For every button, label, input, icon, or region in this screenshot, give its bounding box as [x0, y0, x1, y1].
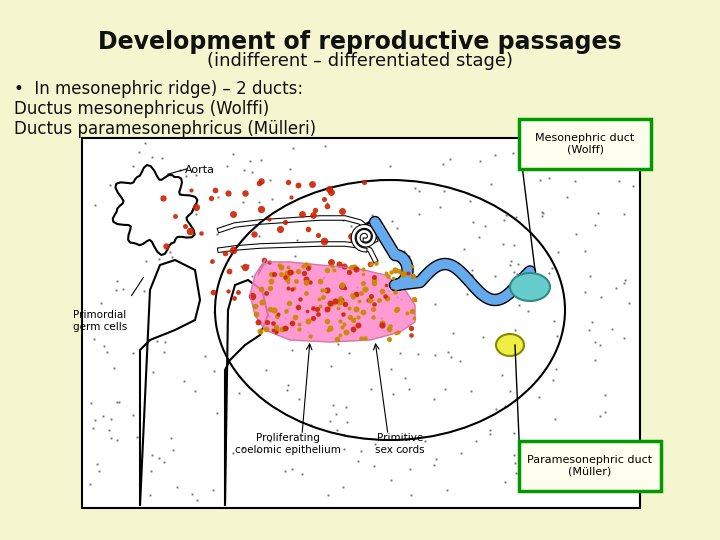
- Text: Aorta: Aorta: [185, 165, 215, 175]
- FancyBboxPatch shape: [519, 441, 661, 491]
- Polygon shape: [250, 260, 415, 342]
- Text: Mesonephric duct
(Wolff): Mesonephric duct (Wolff): [536, 133, 634, 155]
- Ellipse shape: [510, 273, 550, 301]
- Text: Development of reproductive passages: Development of reproductive passages: [98, 30, 622, 54]
- Bar: [82, 138, 640, 508]
- Ellipse shape: [496, 334, 524, 356]
- Text: •  In mesonephric ridge) – 2 ducts:: • In mesonephric ridge) – 2 ducts:: [14, 80, 303, 98]
- Text: Primitive
sex cords: Primitive sex cords: [375, 434, 425, 455]
- Text: Proliferating
coelomic epithelium: Proliferating coelomic epithelium: [235, 434, 341, 455]
- Text: Ductus mesonephricus (Wolffi): Ductus mesonephricus (Wolffi): [14, 100, 269, 118]
- Polygon shape: [113, 165, 197, 255]
- Polygon shape: [140, 260, 200, 506]
- Text: Primordial
germ cells: Primordial germ cells: [73, 310, 127, 332]
- Text: Ductus paramesonephricus (Mülleri): Ductus paramesonephricus (Mülleri): [14, 120, 316, 138]
- Text: (indifferent – differentiated stage): (indifferent – differentiated stage): [207, 52, 513, 70]
- FancyBboxPatch shape: [519, 119, 651, 169]
- Polygon shape: [225, 280, 268, 506]
- Text: Paramesonephric duct
(Müller): Paramesonephric duct (Müller): [528, 455, 652, 477]
